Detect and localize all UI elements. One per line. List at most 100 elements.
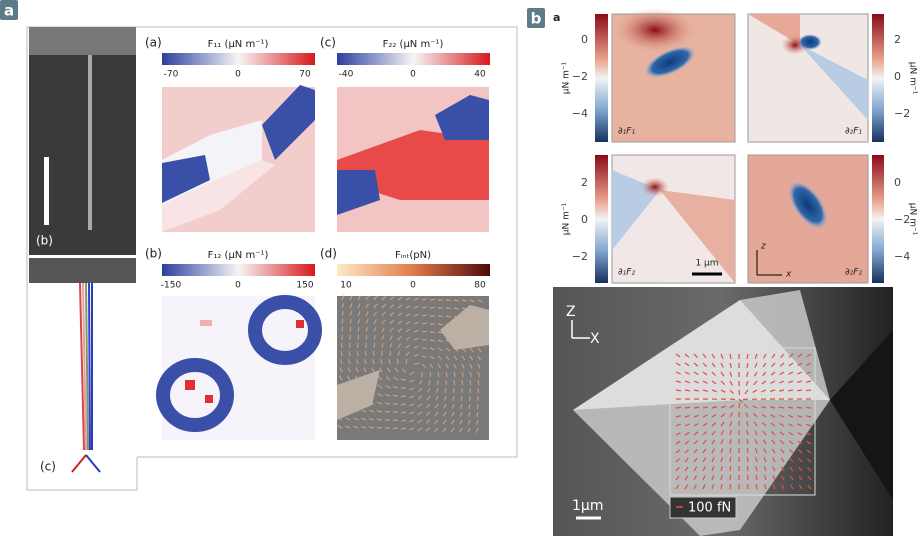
arrow (675, 458, 681, 463)
force-label: 100 fN (688, 501, 731, 516)
colorbar-tick: 70 (299, 70, 311, 80)
arrow (427, 387, 431, 393)
arrow (729, 380, 733, 386)
arrow (693, 475, 698, 481)
arrow (797, 432, 803, 436)
arrow (711, 422, 717, 427)
arrow (373, 319, 377, 325)
arrow (788, 423, 794, 427)
arrow (702, 448, 707, 454)
arrow (443, 403, 447, 409)
arrow (711, 371, 716, 376)
colorbar-tick: -40 (339, 70, 354, 80)
unit-label: μN m⁻¹ (908, 203, 918, 236)
arrow (771, 448, 776, 454)
arrow (452, 395, 455, 401)
y-tick-label: 0 (581, 213, 588, 226)
arrow (720, 421, 725, 427)
arrow (409, 411, 415, 415)
arrow (461, 379, 464, 386)
arrow (797, 449, 803, 454)
arrow (434, 419, 439, 424)
arrow (346, 392, 351, 397)
map-label: ∂₂F₁ (845, 127, 862, 137)
colorbar-tick: -70 (164, 70, 179, 80)
arrow (453, 315, 459, 318)
arrow (469, 299, 475, 303)
arrow (397, 304, 403, 309)
arrow (361, 417, 367, 421)
colorbar-tick: 0 (235, 281, 241, 291)
arrow (397, 296, 403, 301)
arrow (377, 410, 383, 413)
arrow (720, 483, 723, 490)
arrow (693, 380, 699, 384)
arrow (806, 440, 812, 445)
arrow (467, 427, 471, 433)
unit-label: μN m⁻¹ (562, 202, 572, 235)
arrow (397, 312, 403, 317)
arrow (469, 379, 472, 386)
arrow (738, 402, 741, 409)
y-tick-label: −4 (572, 107, 588, 120)
arrow (684, 362, 690, 367)
arrow (797, 380, 803, 384)
arrow (693, 371, 699, 376)
arrow (421, 330, 428, 333)
arrow (684, 431, 690, 436)
arrow (369, 392, 375, 397)
arrow (702, 380, 708, 384)
arrow (353, 425, 359, 429)
arrow (405, 328, 411, 333)
arrow (467, 419, 471, 425)
arrow (720, 457, 724, 463)
arrow (417, 419, 423, 424)
arrow (461, 315, 467, 319)
arrow (752, 405, 758, 409)
arrow (754, 362, 758, 368)
arrow (443, 395, 447, 401)
arrow (445, 339, 451, 343)
arrow (361, 409, 367, 413)
map-label: (c) (320, 36, 336, 50)
arrow (675, 380, 681, 383)
arrow (401, 419, 407, 422)
arrow (373, 327, 377, 333)
arrow (381, 327, 385, 333)
arrow (675, 432, 681, 436)
arrow (339, 375, 343, 381)
arrow (418, 379, 423, 385)
unit-label: μN m⁻¹ (562, 61, 572, 94)
arrow (745, 412, 749, 418)
arrow (450, 427, 455, 433)
arrow (437, 323, 444, 326)
arrow (437, 371, 440, 377)
unit-label: μN m⁻¹ (908, 62, 918, 95)
arrow (476, 419, 479, 425)
colorbar (337, 53, 490, 65)
arrow (396, 358, 399, 365)
arrow (788, 353, 794, 358)
arrow (461, 371, 464, 377)
arrow (392, 427, 399, 430)
arrow (684, 371, 690, 375)
arrow (729, 465, 732, 472)
arrow (461, 299, 467, 302)
arrow (409, 395, 415, 399)
arrow (362, 384, 367, 389)
arrow (798, 484, 803, 490)
arrow (338, 391, 343, 397)
arrow (693, 431, 699, 436)
arrow (345, 425, 351, 429)
arrow (453, 371, 456, 377)
arrow (720, 380, 725, 385)
map-fint (337, 295, 489, 440)
map-f11 (162, 85, 315, 232)
arrow (806, 371, 812, 375)
arrow (373, 342, 376, 349)
arrow (806, 432, 812, 436)
arrow (684, 380, 690, 384)
arrow (753, 371, 758, 377)
arrow (789, 457, 794, 463)
